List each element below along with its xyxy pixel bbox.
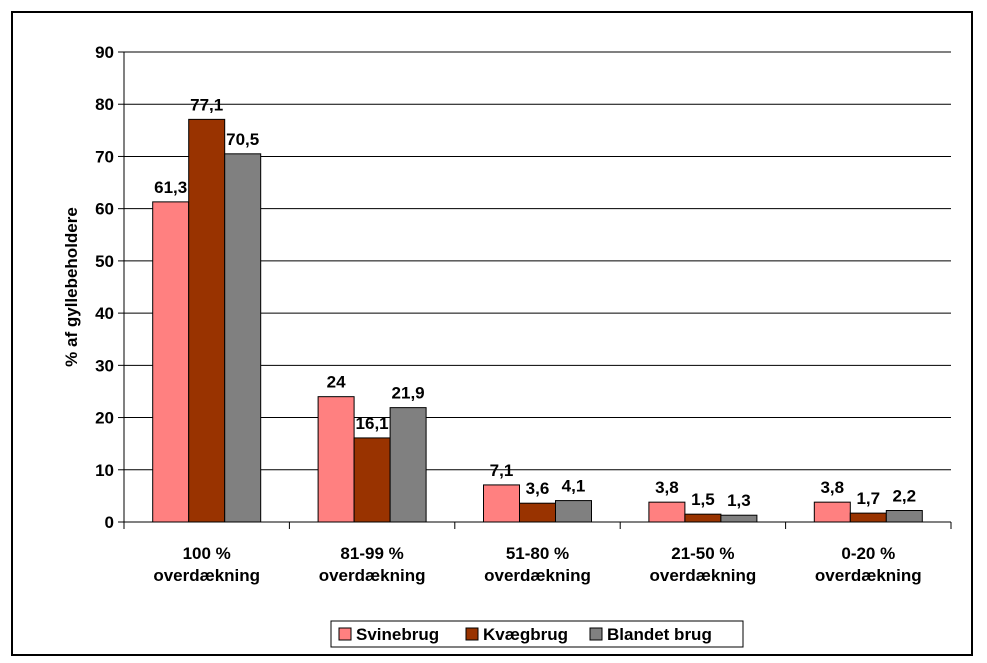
y-tick-label: 30 bbox=[95, 356, 114, 375]
legend-swatch bbox=[465, 627, 479, 641]
data-label: 3,8 bbox=[655, 478, 679, 497]
bar bbox=[483, 484, 520, 523]
y-tick-label: 40 bbox=[95, 304, 114, 323]
bar bbox=[555, 500, 592, 523]
data-label: 77,1 bbox=[190, 95, 223, 114]
bar bbox=[684, 513, 722, 523]
y-tick-label: 90 bbox=[95, 43, 114, 62]
legend-label: Kvægbrug bbox=[483, 625, 568, 644]
data-label: 1,5 bbox=[691, 490, 715, 509]
bar bbox=[188, 118, 226, 523]
bar bbox=[224, 153, 262, 523]
x-category-label: overdækning bbox=[650, 566, 757, 585]
bar bbox=[885, 510, 923, 523]
bar bbox=[813, 501, 851, 523]
data-label: 1,3 bbox=[727, 491, 751, 510]
bar bbox=[519, 502, 556, 523]
y-axis-title: % af gyllebeholdere bbox=[62, 207, 81, 367]
legend-label: Blandet brug bbox=[607, 625, 712, 644]
bar bbox=[152, 201, 190, 523]
x-category-label: overdækning bbox=[153, 566, 260, 585]
data-label: 3,6 bbox=[526, 479, 550, 498]
y-tick-label: 80 bbox=[95, 95, 114, 114]
bar bbox=[849, 512, 887, 523]
x-category-label: overdækning bbox=[815, 566, 922, 585]
y-tick-label: 10 bbox=[95, 461, 114, 480]
y-tick-label: 70 bbox=[95, 147, 114, 166]
data-label: 1,7 bbox=[856, 489, 880, 508]
x-category-label: 0-20 % bbox=[841, 544, 895, 563]
bar bbox=[317, 396, 355, 523]
x-category-label: overdækning bbox=[319, 566, 426, 585]
data-label: 16,1 bbox=[356, 414, 389, 433]
y-tick-label: 50 bbox=[95, 252, 114, 271]
x-category-label: 51-80 % bbox=[506, 544, 569, 563]
y-tick-label: 60 bbox=[95, 200, 114, 219]
bar bbox=[720, 514, 758, 523]
data-label: 4,1 bbox=[562, 477, 586, 496]
data-label: 21,9 bbox=[392, 384, 425, 403]
data-label: 3,8 bbox=[820, 478, 844, 497]
data-label: 24 bbox=[327, 373, 346, 392]
x-category-label: 21-50 % bbox=[671, 544, 734, 563]
bar bbox=[648, 501, 686, 523]
data-label: 2,2 bbox=[892, 487, 916, 506]
legend-swatch bbox=[589, 627, 603, 641]
y-tick-label: 20 bbox=[95, 409, 114, 428]
bar bbox=[353, 437, 391, 523]
x-category-label: 100 % bbox=[183, 544, 231, 563]
bar bbox=[389, 407, 427, 523]
x-category-label: 81-99 % bbox=[340, 544, 403, 563]
data-label: 7,1 bbox=[490, 461, 514, 480]
data-label: 61,3 bbox=[154, 178, 187, 197]
legend bbox=[330, 620, 744, 648]
legend-label: Svinebrug bbox=[356, 625, 439, 644]
x-category-label: overdækning bbox=[484, 566, 591, 585]
data-label: 70,5 bbox=[226, 130, 259, 149]
y-tick-label: 0 bbox=[105, 513, 114, 532]
legend-swatch bbox=[338, 627, 352, 641]
